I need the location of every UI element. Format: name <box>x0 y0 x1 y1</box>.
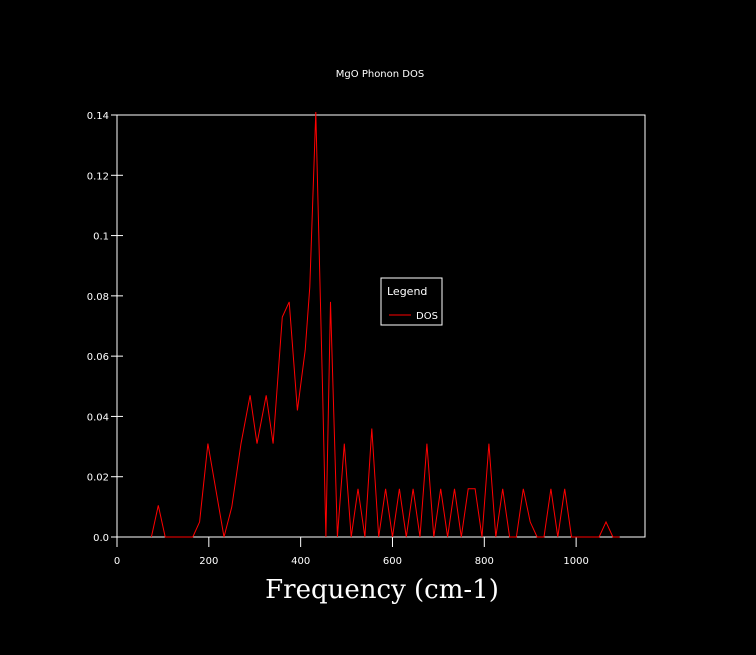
x-tick-label: 400 <box>291 556 310 567</box>
x-tick-label: 200 <box>199 556 218 567</box>
y-tick-label: 0.06 <box>87 352 109 363</box>
y-tick-label: 0.14 <box>87 111 109 122</box>
y-tick-label: 0.12 <box>87 171 109 182</box>
legend: Legend DOS <box>380 277 443 326</box>
legend-title: Legend <box>387 285 427 298</box>
y-tick-label: 0.02 <box>87 473 109 484</box>
x-axis-label: Frequency (cm-1) <box>265 575 499 605</box>
series-layer <box>150 111 620 538</box>
y-axis: 0.0 0.02 0.04 0.06 0.08 0.1 0.12 0.14 <box>87 111 123 544</box>
x-axis: 0 200 400 600 800 1000 <box>114 537 589 567</box>
y-tick-label: 0.04 <box>87 412 109 423</box>
y-tick-label: 0.1 <box>93 232 109 243</box>
y-tick-label: 0.08 <box>87 292 109 303</box>
chart-title: MgO Phonon DOS <box>336 69 424 80</box>
x-tick-label: 600 <box>383 556 402 567</box>
plot-frame <box>116 114 646 538</box>
x-tick-label: 0 <box>114 556 120 567</box>
y-tick-label: 0.0 <box>93 533 109 544</box>
x-tick-label: 1000 <box>563 556 588 567</box>
legend-box <box>380 277 443 326</box>
series-line-dos <box>150 111 620 538</box>
x-tick-label: 800 <box>475 556 494 567</box>
legend-entry-dos: DOS <box>416 311 438 322</box>
